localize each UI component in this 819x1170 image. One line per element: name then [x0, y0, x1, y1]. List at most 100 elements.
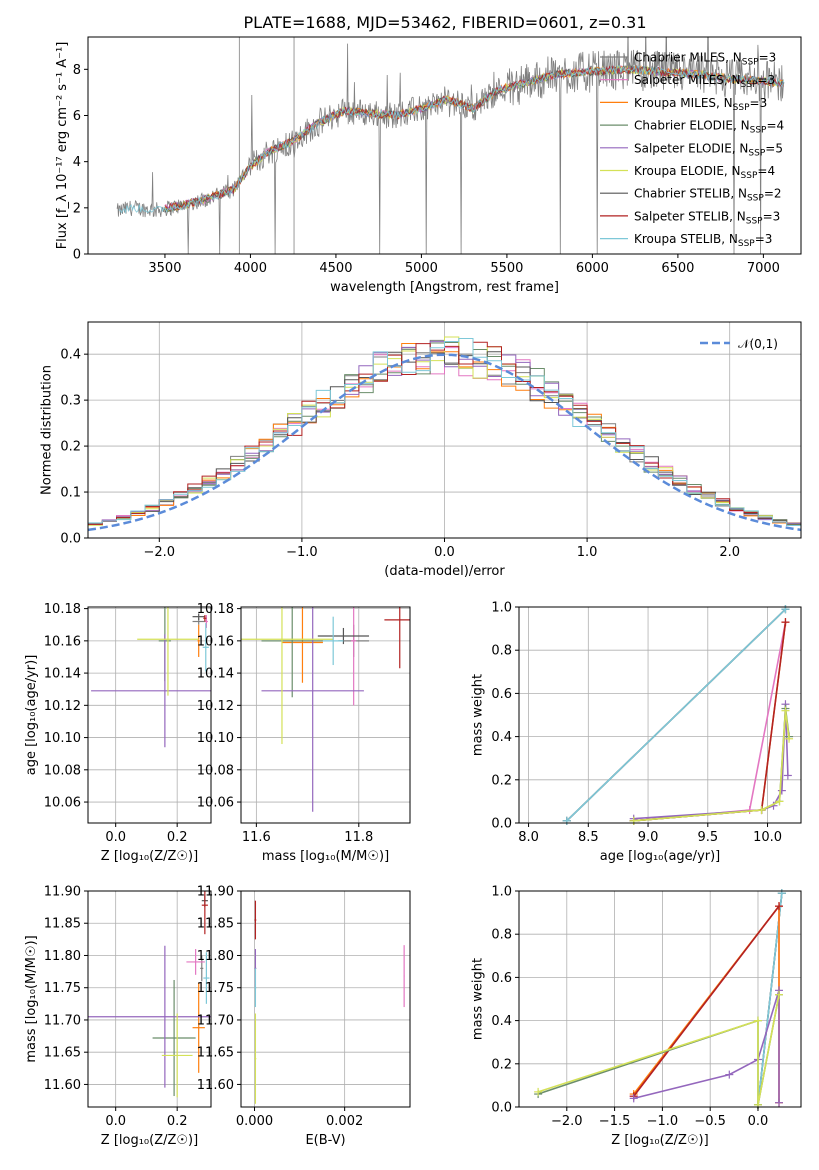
y-tick-label: 0.6	[491, 971, 512, 986]
errorbar-point	[351, 607, 357, 706]
x-tick-label: 4000	[234, 261, 267, 276]
mass-weight-marker	[783, 771, 792, 780]
errorbar-point	[137, 607, 199, 696]
residual-histogram	[88, 338, 801, 527]
x-axis-label: Z [log₁₀(Z/Z☉)]	[101, 1133, 198, 1148]
y-tick-label: 11.85	[44, 917, 81, 932]
y-tick-label: 6	[73, 109, 81, 124]
x-axis-label: wavelength [Angstrom, rest frame]	[330, 280, 559, 295]
panel-spectrum: 3500 4000 4500 5000 5500 6000 6500 7000 0 2 4 6 8 wav…	[55, 36, 802, 295]
errorbar-point	[203, 952, 210, 1004]
y-tick-label: 10.16	[44, 634, 81, 649]
axes-frame	[240, 606, 411, 824]
mass-weight-marker	[781, 605, 790, 614]
model-spectrum-line	[118, 65, 785, 214]
y-tick-label: 10.12	[44, 699, 81, 714]
y-tick-label: 0	[73, 248, 81, 263]
x-tick-label: 9.0	[638, 830, 659, 845]
y-tick-label: 0.8	[491, 928, 512, 943]
y-tick-label: 11.75	[44, 981, 81, 996]
legend-entry: Kroupa STELIB, NSSP=3	[634, 232, 772, 249]
errorbar-point	[317, 627, 370, 645]
x-axis-label: E(B-V)	[305, 1133, 345, 1148]
mass-weight-marker	[785, 734, 794, 743]
mass-weight-line	[633, 621, 787, 822]
mass-weight-line	[633, 621, 787, 822]
figure-title: PLATE=1688, MJD=53462, FIBERID=0601, z=0…	[243, 13, 646, 32]
axes-frame	[518, 606, 802, 824]
mass-weight-marker	[775, 902, 784, 911]
y-tick-label: 1.0	[491, 601, 512, 616]
errorbar-point	[197, 624, 200, 657]
y-tick-label: 11.60	[197, 1078, 234, 1093]
errorbar-point	[261, 607, 323, 698]
y-tick-label: 10.08	[197, 763, 234, 778]
x-axis-label: (data-model)/error	[384, 564, 505, 579]
panel-mass-vs-EBV: 0.000 0.002 11.60 11.65 11.70 11.75 11.80 11.85…	[197, 885, 411, 1148]
x-tick-label: 6500	[661, 261, 694, 276]
y-axis-label: Flux [f_λ 10⁻¹⁷ erg cm⁻² s⁻¹ A⁻¹]	[55, 42, 70, 250]
errorbar-point	[203, 615, 207, 622]
y-axis-label: age [log₁₀(age/yr)]	[24, 655, 39, 776]
x-tick-label: 0.0	[748, 1114, 769, 1129]
x-tick-label: 0.0	[105, 830, 126, 845]
mass-weight-line	[757, 893, 783, 1105]
y-axis-label: mass weight	[471, 958, 486, 1040]
errorbar-point	[384, 607, 410, 669]
errorbar-point	[241, 607, 334, 745]
mass-weight-line	[566, 608, 787, 822]
y-tick-label: 11.80	[44, 949, 81, 964]
legend-entry: Chabrier MILES, NSSP=3	[634, 51, 776, 68]
mass-weight-line	[537, 994, 780, 1105]
y-tick-label: 0.4	[491, 1014, 512, 1029]
panel-massweight-vs-Z: −2.0 −1.5 −1.0 −0.5 0.0 0.0 0.2 0.4 0.6 0.8 1.0 Z […	[471, 885, 802, 1148]
y-tick-label: 0.4	[491, 730, 512, 745]
y-tick-label: 11.65	[197, 1046, 234, 1061]
spectrum-legend: Chabrier MILES, NSSP=3 Salpeter MILES, NS…	[600, 51, 784, 249]
observed-spectrum-line	[116, 37, 785, 254]
x-axis-label: mass [log₁₀(M/M☉)]	[262, 849, 389, 864]
errorbar-point	[254, 900, 257, 940]
y-tick-label: 1.0	[491, 885, 512, 900]
legend-entry: Chabrier STELIB, NSSP=2	[634, 187, 782, 204]
errorbar-point	[322, 616, 344, 666]
x-tick-label: −2.0	[144, 545, 176, 560]
x-tick-label: −1.5	[599, 1114, 631, 1129]
axes-frame	[87, 890, 212, 1108]
y-axis-label: mass [log₁₀(M/M☉)]	[24, 935, 39, 1062]
y-tick-label: 11.90	[44, 885, 81, 900]
y-tick-label: 11.70	[44, 1013, 81, 1028]
y-tick-label: 10.10	[44, 731, 81, 746]
x-tick-label: −1.0	[286, 545, 318, 560]
y-tick-label: 0.2	[491, 1057, 512, 1072]
axes-frame	[87, 606, 212, 824]
y-tick-label: 0.0	[491, 1101, 512, 1116]
errorbar-point	[254, 1013, 257, 1104]
y-tick-label: 0.3	[60, 394, 81, 409]
legend-entry: Kroupa MILES, NSSP=3	[634, 96, 767, 113]
y-axis-label: Normed distribution	[40, 365, 55, 495]
y-tick-label: 2	[73, 201, 81, 216]
legend-entry: Kroupa ELODIE, NSSP=4	[634, 164, 775, 181]
x-tick-label: 7000	[747, 261, 780, 276]
x-axis-label: Z [log₁₀(Z/Z☉)]	[101, 849, 198, 864]
errorbar-point	[281, 607, 323, 683]
x-tick-label: 9.5	[697, 830, 718, 845]
x-tick-label: 0.0	[434, 545, 455, 560]
errorbar-point	[201, 891, 208, 935]
mass-weight-marker	[725, 1070, 734, 1079]
x-tick-label: 10.0	[753, 830, 782, 845]
x-tick-label: 0.0	[105, 1114, 126, 1129]
x-tick-label: −2.0	[551, 1114, 583, 1129]
y-tick-label: 11.90	[197, 885, 234, 900]
legend-entry: Chabrier ELODIE, NSSP=4	[634, 119, 784, 136]
y-tick-label: 10.14	[197, 667, 234, 682]
mass-weight-line	[633, 704, 789, 820]
y-tick-label: 0.4	[60, 348, 81, 363]
x-axis-label: Z [log₁₀(Z/Z☉)]	[611, 1133, 708, 1148]
y-tick-label: 10.06	[44, 796, 81, 811]
x-axis-label: age [log₁₀(age/yr)]	[600, 849, 721, 864]
y-tick-label: 0.2	[491, 773, 512, 788]
y-tick-label: 10.14	[44, 667, 81, 682]
x-tick-label: 1.0	[577, 545, 598, 560]
